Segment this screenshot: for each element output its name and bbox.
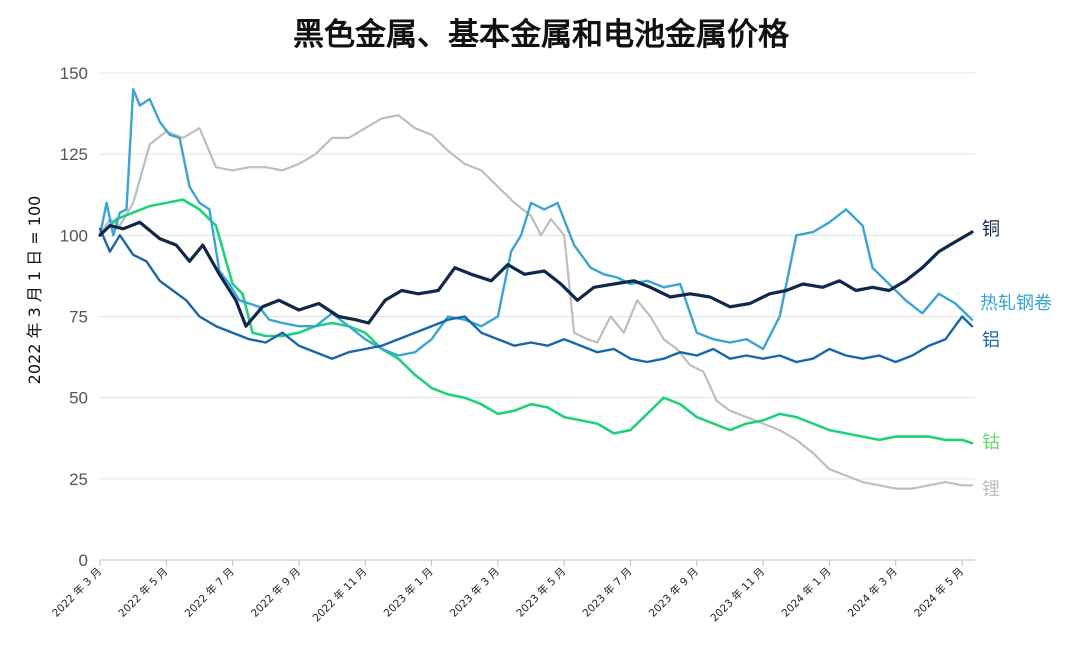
series-label-0: 铜 (982, 219, 1000, 240)
x-tick-label: 2024 年 5 月 (911, 565, 966, 620)
series-label-4: 锂 (982, 479, 1000, 500)
series-line-4 (98, 114, 974, 490)
x-tick-label: 2022 年 3 月 (49, 565, 104, 620)
series-lines (98, 87, 974, 490)
x-tick-labels: 2022 年 3 月 2022 年 5 月 2022 年 7 月 2022 年 9 月… (49, 560, 966, 624)
series-line-3 (98, 198, 974, 445)
y-tick-label: 25 (69, 470, 88, 489)
series-label-1: 热轧钢卷 (980, 293, 1052, 314)
y-tick-label: 75 (69, 308, 88, 327)
series-line-1 (98, 87, 974, 357)
series-line-2 (98, 227, 974, 364)
x-tick-label: 2023 年 9 月 (646, 565, 701, 620)
series-line-0 (98, 220, 974, 328)
x-tick-label: 2023 年 5 月 (514, 565, 569, 620)
x-tick-label: 2022 年 5 月 (116, 565, 171, 620)
y-tick-label: 125 (60, 145, 88, 164)
y-tick-label: 0 (79, 551, 88, 570)
x-tick-label: 2023 年 7 月 (580, 565, 635, 620)
series-label-3: 钴 (982, 432, 1000, 453)
gridlines (100, 72, 975, 561)
x-tick-label: 2022 年 9 月 (248, 565, 303, 620)
y-tick-label: 50 (69, 389, 88, 408)
x-tick-label: 2023 年 3 月 (447, 565, 502, 620)
x-tick-label: 2023 年 1 月 (381, 565, 436, 620)
y-tick-labels: 0 25 50 75 100 125 150 (60, 64, 88, 570)
series-label-2: 铝 (982, 330, 1000, 351)
x-tick-label: 2022 年 7 月 (182, 565, 237, 620)
x-tick-label: 2022 年 11 月 (310, 565, 369, 624)
x-tick-label: 2023 年 11 月 (708, 565, 767, 624)
x-tick-label: 2024 年 1 月 (779, 565, 834, 620)
y-tick-label: 100 (60, 226, 88, 245)
chart-title: 黑色金属、基本金属和电池金属价格 (293, 17, 790, 53)
y-tick-label: 150 (60, 64, 88, 83)
x-tick-label: 2024 年 3 月 (845, 565, 900, 620)
y-axis-label: 2022 年 3 月 1 日 = 100 (25, 196, 44, 385)
